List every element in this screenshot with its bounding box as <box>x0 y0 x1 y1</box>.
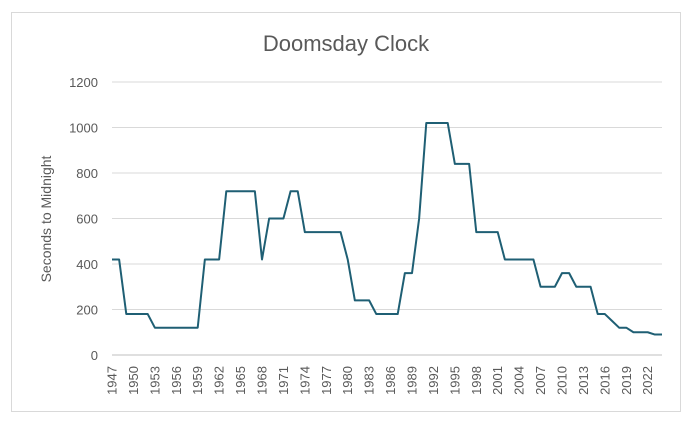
x-tick-label: 1995 <box>447 366 462 395</box>
x-tick-label: 2001 <box>490 366 505 395</box>
x-tick-label: 1986 <box>383 366 398 395</box>
x-tick-label: 2010 <box>555 366 570 395</box>
x-tick-label: 1959 <box>190 366 205 395</box>
x-tick-label: 1962 <box>212 366 227 395</box>
x-tick-label: 1971 <box>276 366 291 395</box>
x-tick-label: 1998 <box>469 366 484 395</box>
x-tick-label: 1989 <box>405 366 420 395</box>
gridlines <box>112 81 662 356</box>
series-line <box>112 121 662 336</box>
x-tick-label: 2007 <box>533 366 548 395</box>
chart-frame <box>11 12 681 412</box>
y-tick-label: 0 <box>91 348 98 363</box>
x-tick-label: 1992 <box>426 366 441 395</box>
y-tick-label: 1200 <box>69 75 98 90</box>
chart-title: Doomsday Clock <box>263 31 430 56</box>
y-tick-label: 400 <box>76 257 98 272</box>
y-tick-label: 1000 <box>69 121 98 136</box>
x-tick-label: 1950 <box>126 366 141 395</box>
x-tick-label: 1953 <box>147 366 162 395</box>
x-tick-labels: 1947 1950 1953 1956 1959 1962 1965 1968 1971 1974… <box>105 366 656 395</box>
x-tick-label: 1965 <box>233 366 248 395</box>
x-tick-label: 2019 <box>619 366 634 395</box>
x-tick-label: 1974 <box>297 366 312 395</box>
x-tick-label: 1983 <box>362 366 377 395</box>
x-tick-label: 2013 <box>576 366 591 395</box>
x-tick-label: 1980 <box>340 366 355 395</box>
y-tick-label: 800 <box>76 166 98 181</box>
x-tick-label: 2016 <box>597 366 612 395</box>
x-tick-label: 1947 <box>105 366 120 395</box>
y-axis-label: Seconds to Midnight <box>38 155 54 282</box>
y-tick-label: 600 <box>76 212 98 227</box>
x-tick-label: 2022 <box>640 366 655 395</box>
x-tick-label: 2004 <box>512 366 527 395</box>
x-tick-label: 1956 <box>169 366 184 395</box>
y-tick-labels: 0 200 400 600 800 1000 1200 <box>69 75 98 363</box>
y-tick-label: 200 <box>76 303 98 318</box>
x-tick-label: 1977 <box>319 366 334 395</box>
x-tick-label: 1968 <box>255 366 270 395</box>
